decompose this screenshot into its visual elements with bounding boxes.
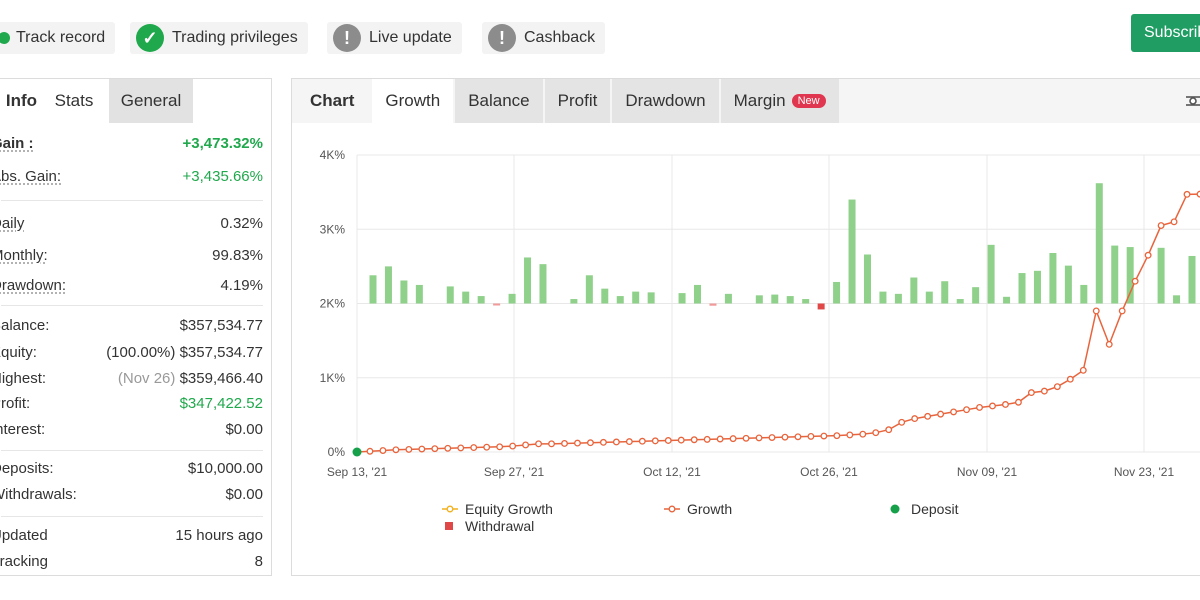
equity-label: Equity: <box>0 344 37 361</box>
monthly-label: Monthly: <box>0 247 48 264</box>
drawdown-label: Drawdown: <box>0 277 67 294</box>
updated-value: 15 hours ago <box>175 527 263 544</box>
daily-row: Daily 0.32% <box>0 215 263 232</box>
divider <box>1 450 263 451</box>
balance-label: Balance: <box>0 317 50 334</box>
divider <box>1 305 263 306</box>
track-record-badge[interactable]: Track record <box>0 22 116 54</box>
cashback-label: Cashback <box>524 29 596 46</box>
chart-tabs: Chart Growth Balance Profit Drawdown Mar… <box>292 79 1200 123</box>
tab-margin[interactable]: Margin New <box>720 79 839 123</box>
tab-growth[interactable]: Growth <box>372 79 454 123</box>
profit-value: $347,422.52 <box>179 395 263 412</box>
tab-drawdown[interactable]: Drawdown <box>612 79 719 123</box>
deposits-label: Deposits: <box>0 460 54 477</box>
cashback-badge[interactable]: ! Cashback <box>482 22 606 54</box>
balance-row: Balance: $357,534.77 <box>0 317 263 334</box>
drawdown-row: Drawdown: 4.19% <box>0 277 263 294</box>
stats-panel: Info Stats General Gain : +3,473.32% Abs… <box>0 78 272 576</box>
tab-profit[interactable]: Profit <box>544 79 611 123</box>
highest-row: Highest: (Nov 26) $359,466.40 <box>0 370 263 387</box>
equity-row: Equity: (100.00%) $357,534.77 <box>0 344 263 361</box>
tab-general[interactable]: General <box>109 79 193 123</box>
gain-row: Gain : +3,473.32% <box>0 135 263 152</box>
updated-row: Updated 15 hours ago <box>0 527 263 544</box>
trading-privileges-label: Trading privileges <box>172 29 298 46</box>
gain-label: Gain : <box>0 135 34 152</box>
abs-gain-label: Abs. Gain: <box>0 168 62 185</box>
live-update-label: Live update <box>369 29 452 46</box>
tab-stats[interactable]: Stats <box>39 79 109 123</box>
chart-tabs-label: Chart <box>292 79 371 123</box>
tracking-row: Tracking 8 <box>0 553 263 570</box>
monthly-row: Monthly: 99.83% <box>0 247 263 264</box>
stats-tabs: Info Stats General <box>0 79 271 123</box>
green-dot-icon <box>0 32 10 44</box>
balance-value: $357,534.77 <box>179 317 263 334</box>
highest-value: $359,466.40 <box>179 370 263 387</box>
profit-row: Profit: $347,422.52 <box>0 395 263 412</box>
profit-label: Profit: <box>0 395 31 412</box>
divider <box>1 516 263 517</box>
highest-date: (Nov 26) <box>117 370 176 387</box>
live-update-badge[interactable]: ! Live update <box>327 22 462 54</box>
drawdown-value: 4.19% <box>220 277 263 294</box>
updated-label: Updated <box>0 527 48 544</box>
chart-panel: Chart Growth Balance Profit Drawdown Mar… <box>291 78 1200 576</box>
monthly-value: 99.83% <box>212 247 263 264</box>
checkmark-icon: ✓ <box>136 24 164 52</box>
tracking-label: Tracking <box>0 553 48 570</box>
tab-margin-label: Margin <box>733 91 786 110</box>
trading-privileges-badge[interactable]: ✓ Trading privileges <box>130 22 308 54</box>
withdrawals-value: $0.00 <box>225 486 263 503</box>
exclamation-icon: ! <box>488 24 516 52</box>
interest-value: $0.00 <box>225 421 263 438</box>
equity-percent: (100.00%) <box>106 344 176 361</box>
exclamation-icon: ! <box>333 24 361 52</box>
track-record-label: Track record <box>16 29 106 46</box>
interest-row: Interest: $0.00 <box>0 421 263 438</box>
deposits-row: Deposits: $10,000.00 <box>0 460 263 477</box>
tab-info[interactable]: Info <box>5 91 37 110</box>
withdrawals-row: Withdrawals: $0.00 <box>0 486 263 503</box>
abs-gain-row: Abs. Gain: +3,435.66% <box>0 168 263 185</box>
new-badge: New <box>791 94 826 108</box>
divider <box>1 200 263 201</box>
abs-gain-value: +3,435.66% <box>182 168 264 185</box>
interest-label: Interest: <box>0 421 46 438</box>
daily-value: 0.32% <box>220 215 263 232</box>
highest-label: Highest: <box>0 370 47 387</box>
settings-icon[interactable] <box>1184 92 1200 110</box>
tab-balance[interactable]: Balance <box>455 79 543 123</box>
deposits-value: $10,000.00 <box>187 460 263 477</box>
equity-value: $357,534.77 <box>179 344 263 361</box>
subscribe-button[interactable]: Subscrib <box>1131 14 1200 52</box>
daily-label: Daily <box>0 215 25 232</box>
withdrawals-label: Withdrawals: <box>0 486 77 503</box>
tracking-value: 8 <box>254 553 263 570</box>
gain-value: +3,473.32% <box>182 135 264 152</box>
